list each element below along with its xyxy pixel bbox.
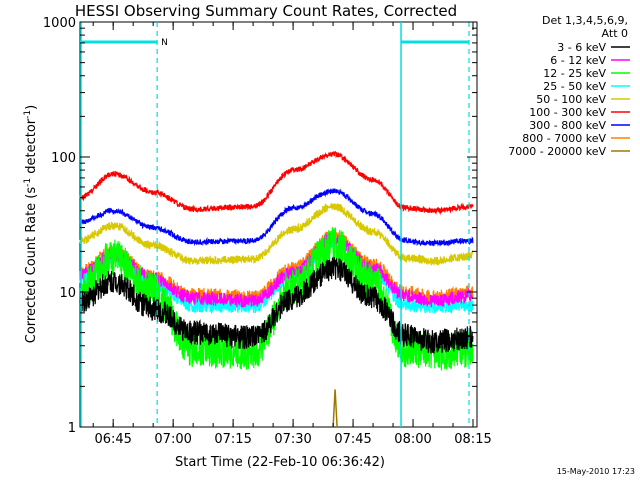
legend-label: 800 - 7000 keV [522, 132, 606, 145]
legend-header-2: Att 0 [602, 27, 628, 40]
series-line [79, 256, 474, 354]
x-tick-label: 08:00 [394, 432, 431, 447]
legend-label: 300 - 800 keV [529, 119, 606, 132]
x-tick-label: 07:45 [334, 432, 371, 447]
y-axis-label-mid: detector [24, 118, 39, 178]
chart-title: HESSI Observing Summary Count Rates, Cor… [75, 2, 457, 20]
footer-date: 15-May-2010 17:23 [557, 467, 635, 476]
series-layer [79, 150, 474, 428]
y-axis-label-main: Corrected Count Rate (s [24, 187, 39, 344]
y-axis-label: Corrected Count Rate (s-1 detector-1) [23, 105, 39, 343]
y-tick-label: 10 [59, 286, 76, 301]
legend-label: 3 - 6 keV [557, 41, 606, 54]
y-tick-label: 100 [51, 151, 76, 166]
y-axis-label-exp2: -1 [23, 110, 33, 119]
legend-label: 25 - 50 keV [543, 80, 606, 93]
y-tick-label: 1000 [43, 16, 76, 31]
series-line-high-energy [332, 389, 338, 428]
x-tick-label: 07:00 [154, 432, 191, 447]
flag-label: N [161, 38, 168, 48]
series-line [79, 150, 474, 216]
y-tick-label: 1 [68, 421, 76, 436]
legend-label: 50 - 100 keV [536, 93, 606, 106]
x-tick-label: 08:15 [454, 432, 491, 447]
plot-area [79, 21, 478, 428]
x-axis-label: Start Time (22-Feb-10 06:36:42) [175, 455, 385, 470]
y-axis-label-exp1: -1 [23, 178, 33, 187]
y-axis: 1 10 100 1000 [43, 16, 477, 436]
marker-layer: N [80, 22, 470, 427]
legend-label: 12 - 25 keV [543, 67, 606, 80]
legend-label: 100 - 300 keV [529, 106, 606, 119]
x-tick-label: 07:15 [214, 432, 251, 447]
x-axis: 06:45 07:00 07:15 07:30 07:45 08:00 08:15 [92, 22, 492, 447]
legend-label: 6 - 12 keV [550, 54, 606, 67]
series-line [79, 203, 474, 266]
x-tick-label: 07:30 [274, 432, 311, 447]
legend-label: 7000 - 20000 keV [508, 145, 606, 158]
x-tick-label: 06:45 [94, 432, 131, 447]
legend-header-1: Det 1,3,4,5,6,9, [542, 14, 628, 27]
y-axis-label-end: ) [24, 105, 39, 110]
series-line [79, 188, 474, 247]
